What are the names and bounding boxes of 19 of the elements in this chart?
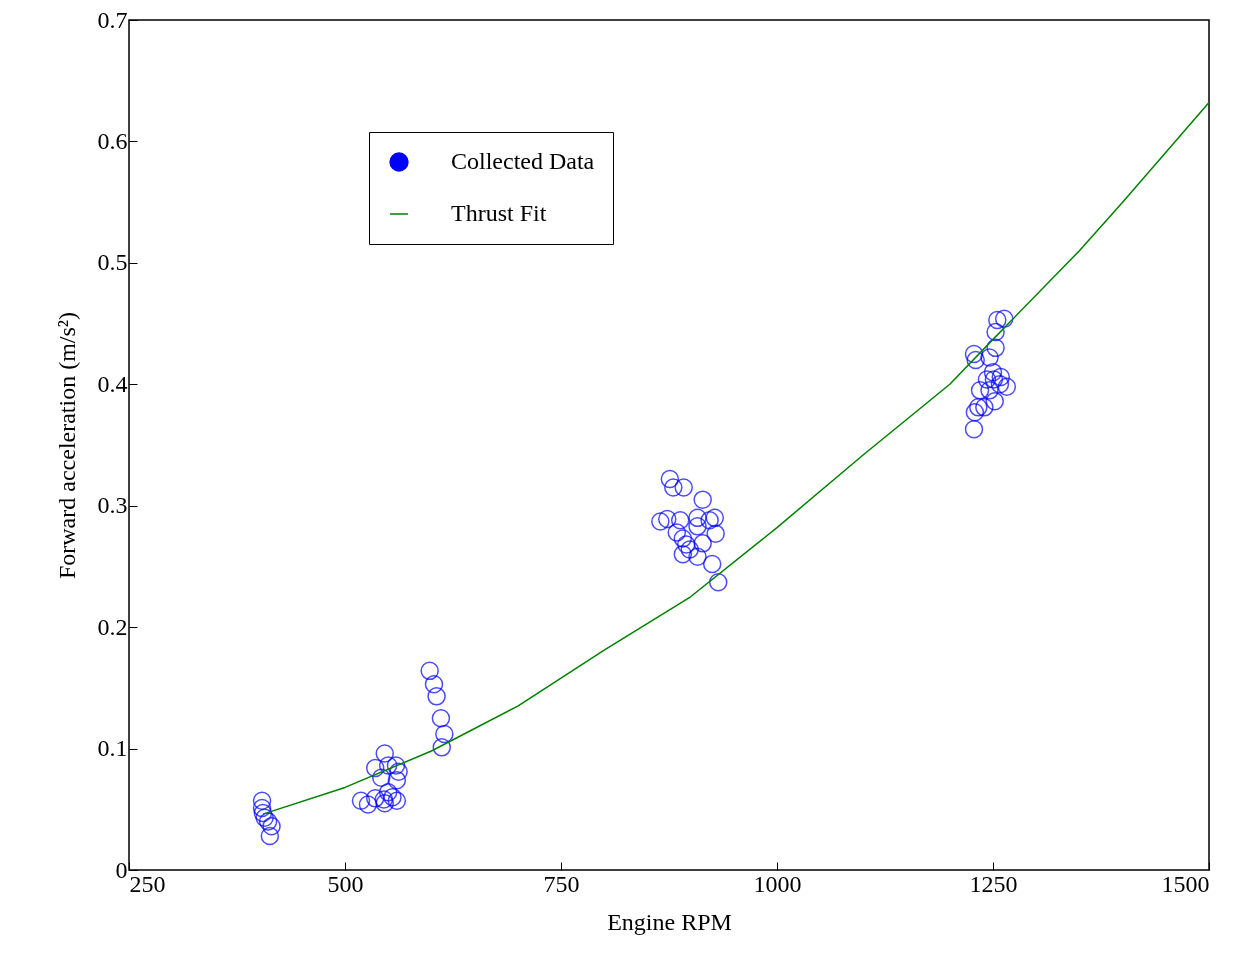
y-tick-label: 0.6: [97, 127, 128, 154]
y-tick-label: 0.7: [97, 6, 128, 33]
y-tick-label: 0.5: [97, 249, 128, 276]
y-axis-title: Forward acceleration (m/s²): [53, 311, 80, 580]
y-tick-label: 0.3: [97, 492, 128, 519]
x-axis-title: Engine RPM: [607, 908, 732, 935]
x-tick-label: 1500: [1161, 870, 1210, 897]
legend-label: Thrust Fit: [451, 200, 547, 226]
x-tick-label: 750: [543, 870, 580, 897]
y-tick-label: 0: [115, 856, 128, 883]
y-tick-label: 0.1: [97, 735, 128, 762]
legend-label: Collected Data: [451, 148, 595, 174]
x-tick-label: 500: [327, 870, 364, 897]
x-tick-label: 1000: [753, 870, 802, 897]
y-tick-label: 0.2: [97, 613, 128, 640]
x-tick-label: 1250: [969, 870, 1018, 897]
x-tick-label: 250: [129, 870, 166, 897]
line-series: [262, 101, 1210, 815]
y-tick-label: 0.4: [97, 370, 128, 397]
